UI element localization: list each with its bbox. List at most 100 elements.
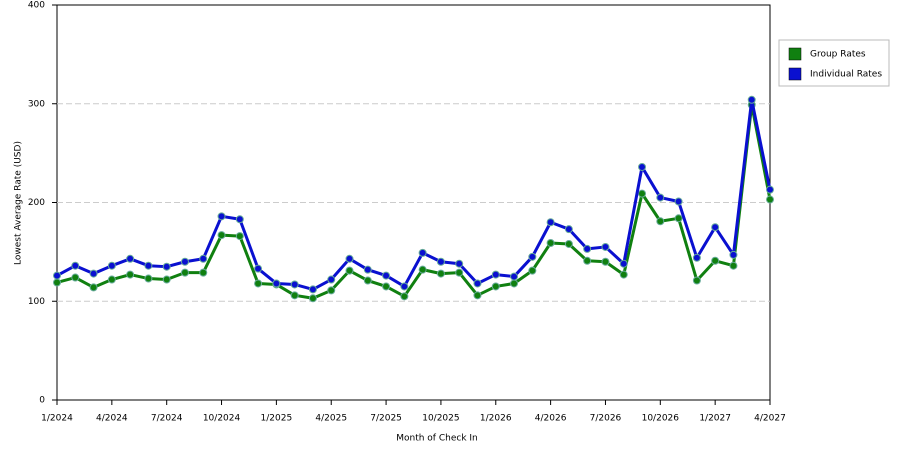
point — [583, 256, 592, 265]
point — [491, 270, 500, 279]
series-line — [56, 98, 772, 291]
x-tick-label: 7/2024 — [151, 414, 183, 424]
point — [491, 282, 500, 291]
x-tick-label: 1/2026 — [480, 414, 512, 424]
point — [327, 275, 336, 284]
point — [144, 274, 153, 283]
point — [455, 259, 464, 268]
point — [601, 257, 610, 266]
point — [199, 268, 208, 277]
point — [729, 261, 738, 270]
point — [126, 270, 135, 279]
y-tick-label: 0 — [39, 396, 45, 406]
x-tick-label: 4/2025 — [315, 414, 347, 424]
y-tick-label: 300 — [28, 99, 45, 109]
point — [528, 252, 537, 261]
x-tick-label: 4/2026 — [535, 414, 567, 424]
point — [510, 279, 519, 288]
legend-swatch — [788, 47, 802, 61]
point — [382, 271, 391, 280]
point — [674, 197, 683, 206]
point — [199, 254, 208, 263]
point — [107, 261, 116, 270]
x-tick-label: 10/2026 — [642, 414, 680, 424]
x-tick-label: 7/2026 — [590, 414, 622, 424]
point — [656, 193, 665, 202]
legend-label: Individual Rates — [810, 70, 882, 80]
point — [436, 257, 445, 266]
point — [363, 276, 372, 285]
legend-swatch — [788, 67, 802, 81]
point — [363, 265, 372, 274]
x-tick-label: 1/2025 — [261, 414, 293, 424]
point — [692, 276, 701, 285]
point — [290, 291, 299, 300]
point — [235, 232, 244, 241]
point — [144, 261, 153, 270]
point — [89, 269, 98, 278]
point — [308, 285, 317, 294]
point — [235, 215, 244, 224]
point — [747, 95, 756, 104]
point — [564, 225, 573, 234]
point — [107, 275, 116, 284]
x-tick-label: 4/2024 — [96, 414, 128, 424]
point — [546, 218, 555, 227]
point — [162, 275, 171, 284]
point — [53, 278, 61, 287]
series-line — [56, 103, 772, 300]
point — [272, 279, 281, 288]
point — [473, 279, 482, 288]
point — [254, 279, 263, 288]
x-tick-label: 10/2024 — [203, 414, 241, 424]
point — [180, 257, 189, 266]
point — [436, 269, 445, 278]
legend-label: Group Rates — [810, 50, 866, 60]
point — [345, 266, 354, 275]
point — [619, 270, 628, 279]
point — [345, 254, 354, 263]
point — [290, 280, 299, 289]
point — [601, 242, 610, 251]
point — [217, 231, 226, 240]
x-tick-label: 10/2025 — [422, 414, 459, 424]
point — [692, 253, 701, 262]
x-axis-title: Month of Check In — [396, 434, 478, 444]
point — [656, 217, 665, 226]
y-tick-label: 100 — [28, 297, 45, 307]
y-tick-label: 400 — [28, 1, 45, 11]
point — [638, 189, 647, 198]
point — [729, 250, 738, 259]
point — [711, 223, 720, 232]
x-tick-label: 4/2027 — [754, 414, 786, 424]
point — [180, 268, 189, 277]
point — [162, 262, 171, 271]
point — [528, 266, 537, 275]
point — [583, 244, 592, 253]
point — [638, 162, 647, 171]
point — [400, 282, 409, 291]
point — [564, 239, 573, 248]
x-tick-label: 7/2025 — [370, 414, 402, 424]
point — [418, 248, 427, 257]
point — [308, 294, 317, 303]
point — [254, 264, 263, 273]
point — [766, 195, 774, 204]
y-axis-title: Lowest Average Rate (USD) — [14, 141, 24, 265]
point — [418, 265, 427, 274]
point — [382, 282, 391, 291]
point — [53, 271, 61, 280]
point — [71, 273, 80, 282]
point — [327, 286, 336, 295]
point — [473, 291, 482, 300]
point — [766, 185, 774, 194]
point — [126, 254, 135, 263]
point — [711, 256, 720, 265]
point — [546, 238, 555, 247]
point — [217, 212, 226, 221]
point — [400, 292, 409, 301]
point — [619, 259, 628, 268]
point — [674, 214, 683, 223]
point — [510, 272, 519, 281]
